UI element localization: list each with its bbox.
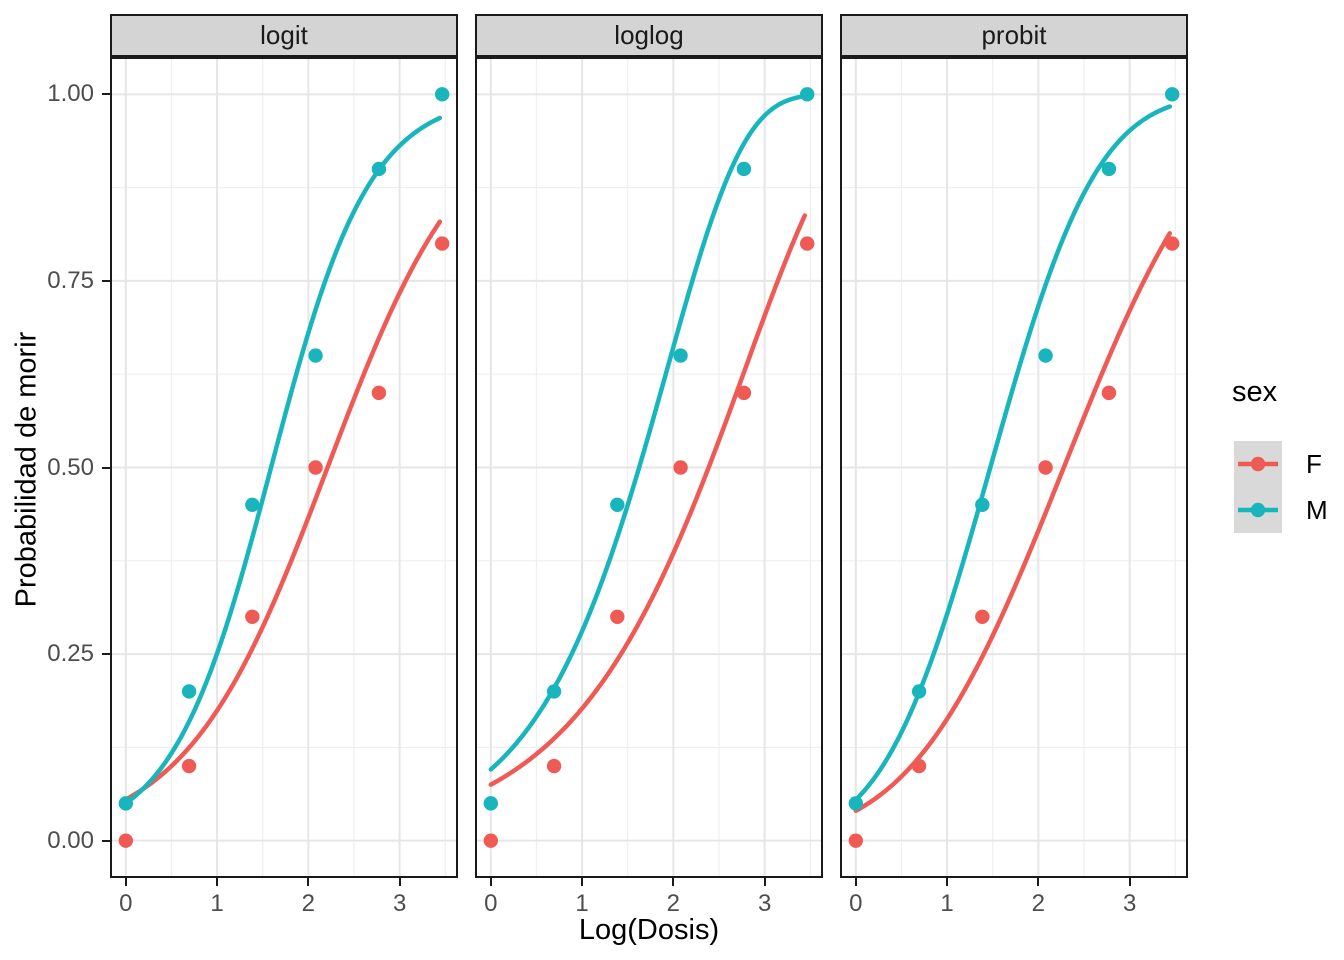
data-point-M (975, 497, 990, 513)
x-axis-title: Log(Dosis) (578, 914, 720, 946)
legend-title: sex (1232, 376, 1278, 408)
data-point-M (483, 796, 499, 811)
fit-curve-M (488, 93, 808, 772)
data-point-F (546, 758, 562, 774)
data-point-M (1164, 87, 1180, 102)
x-tick-label: 2 (301, 890, 316, 917)
data-point-F (1164, 236, 1180, 251)
x-tick-label: 3 (757, 890, 772, 917)
data-point-F (118, 833, 134, 848)
data-point-F (673, 460, 688, 475)
x-tick-label: 0 (484, 890, 498, 917)
x-tick-mark (489, 878, 492, 886)
fit-curve-M (123, 115, 443, 806)
y-tick-label: 1.00 (47, 80, 94, 108)
data-point-F (975, 609, 990, 624)
fit-curve-F (488, 213, 808, 787)
data-point-F (371, 385, 387, 401)
data-point-F (245, 609, 260, 624)
x-tick-label: 1 (575, 890, 589, 917)
panel-plot-area-loglog (477, 59, 821, 876)
data-point-F (181, 758, 197, 774)
legend-key-M: M (1234, 487, 1328, 533)
fit-curve-M (853, 104, 1173, 803)
facet-panel-loglog (475, 57, 823, 878)
x-tick-label: 2 (666, 890, 681, 917)
x-tick-label: 0 (849, 890, 863, 917)
x-tick-mark (307, 878, 310, 886)
fit-curve-F (123, 219, 443, 802)
facet-strip-loglog: loglog (475, 14, 823, 57)
x-tick-label: 3 (1122, 890, 1137, 917)
legend-glyph-M (1238, 502, 1278, 518)
x-tick-label: 0 (119, 890, 133, 917)
legend-label-F: F (1306, 449, 1322, 479)
x-tick-label: 1 (940, 890, 954, 917)
data-point-M (673, 348, 688, 363)
x-tick-label: 3 (392, 890, 407, 917)
y-tick-mark (102, 653, 110, 656)
x-tick-mark (216, 878, 219, 886)
data-point-F (434, 236, 450, 251)
data-point-F (848, 833, 864, 848)
fit-curve-F (853, 231, 1173, 814)
data-point-F (799, 236, 815, 251)
x-tick-mark (1037, 878, 1040, 886)
data-point-M (371, 161, 387, 177)
panel-plot-area-probit (842, 59, 1186, 876)
x-tick-mark (763, 878, 766, 886)
legend-glyph-F (1238, 456, 1278, 472)
data-point-M (1101, 161, 1117, 177)
y-tick-mark (102, 839, 110, 842)
y-tick-mark (102, 279, 110, 282)
data-point-M (181, 684, 197, 699)
legend-key-F: F (1234, 441, 1322, 487)
y-tick-label: 0.75 (47, 266, 94, 294)
data-point-M (546, 684, 562, 699)
data-point-F (736, 385, 752, 401)
legend-point (1250, 456, 1266, 472)
data-point-M (245, 497, 260, 513)
data-point-M (434, 87, 450, 102)
data-point-F (308, 460, 323, 475)
facet-strip-probit: probit (840, 14, 1188, 57)
data-point-M (799, 87, 815, 102)
data-point-M (118, 796, 134, 811)
data-point-F (483, 833, 499, 848)
x-tick-mark (581, 878, 584, 886)
data-point-F (911, 758, 927, 774)
x-tick-mark (1128, 878, 1131, 886)
x-tick-mark (398, 878, 401, 886)
x-tick-mark (854, 878, 857, 886)
data-point-M (308, 348, 323, 363)
y-tick-label: 0.25 (47, 640, 94, 668)
x-tick-label: 1 (210, 890, 224, 917)
facet-panel-probit (840, 57, 1188, 878)
x-tick-mark (946, 878, 949, 886)
legend-label-M: M (1306, 495, 1328, 525)
data-point-M (911, 684, 927, 699)
panel-plot-area-logit (112, 59, 456, 876)
y-tick-label: 0.50 (47, 453, 94, 481)
data-point-F (1038, 460, 1053, 475)
x-tick-mark (124, 878, 127, 886)
data-point-M (1038, 348, 1053, 363)
data-point-M (610, 497, 625, 513)
y-tick-mark (102, 93, 110, 96)
data-point-M (848, 796, 864, 811)
facet-panel-logit (110, 57, 458, 878)
facet-strip-logit: logit (110, 14, 458, 57)
x-tick-label: 2 (1031, 890, 1046, 917)
legend-point (1250, 502, 1266, 518)
data-point-F (1101, 385, 1117, 401)
y-tick-mark (102, 466, 110, 469)
y-tick-label: 0.00 (47, 826, 94, 854)
data-point-F (610, 609, 625, 624)
x-tick-mark (672, 878, 675, 886)
data-point-M (736, 161, 752, 177)
